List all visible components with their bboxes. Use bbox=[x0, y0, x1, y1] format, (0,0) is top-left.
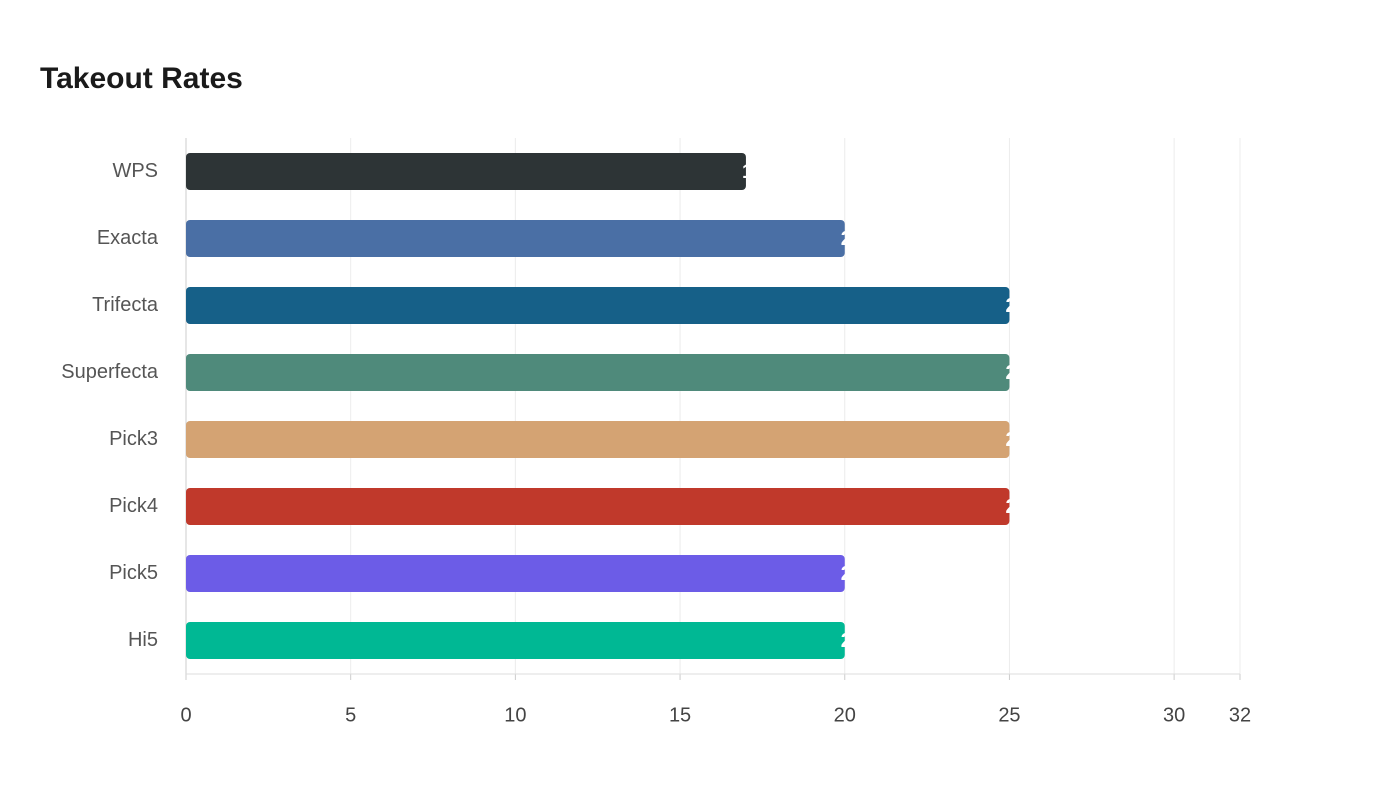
x-tick-label: 15 bbox=[669, 704, 691, 726]
chart-title: Takeout Rates bbox=[40, 62, 243, 95]
y-tick-label: Trifecta bbox=[92, 294, 159, 316]
bar bbox=[186, 421, 1010, 458]
bar bbox=[186, 287, 1010, 324]
y-tick-label: Superfecta bbox=[61, 361, 159, 383]
x-tick-label: 30 bbox=[1163, 704, 1185, 726]
x-tick-label: 10 bbox=[504, 704, 526, 726]
y-tick-label: WPS bbox=[112, 160, 158, 182]
value-label: 25 bbox=[1005, 496, 1027, 518]
bar bbox=[186, 220, 845, 257]
value-label: 17 bbox=[742, 161, 764, 183]
value-label: 25 bbox=[1005, 429, 1027, 451]
x-tick-label: 32 bbox=[1229, 704, 1251, 726]
y-tick-label: Pick3 bbox=[109, 428, 158, 450]
bar bbox=[186, 555, 845, 592]
value-label: 20 bbox=[841, 228, 863, 250]
bar bbox=[186, 622, 845, 659]
bar bbox=[186, 153, 746, 190]
y-tick-label: Hi5 bbox=[128, 629, 158, 651]
y-tick-label: Pick5 bbox=[109, 562, 158, 584]
bar bbox=[186, 488, 1010, 525]
x-tick-label: 25 bbox=[998, 704, 1020, 726]
bar bbox=[186, 354, 1010, 391]
y-tick-label: Pick4 bbox=[109, 495, 158, 517]
y-tick-label: Exacta bbox=[97, 227, 159, 249]
value-label: 25 bbox=[1005, 295, 1027, 317]
value-label: 20 bbox=[841, 563, 863, 585]
value-label: 20 bbox=[841, 630, 863, 652]
x-tick-label: 0 bbox=[180, 704, 191, 726]
value-label: 25 bbox=[1005, 362, 1027, 384]
x-tick-label: 20 bbox=[834, 704, 856, 726]
x-tick-label: 5 bbox=[345, 704, 356, 726]
